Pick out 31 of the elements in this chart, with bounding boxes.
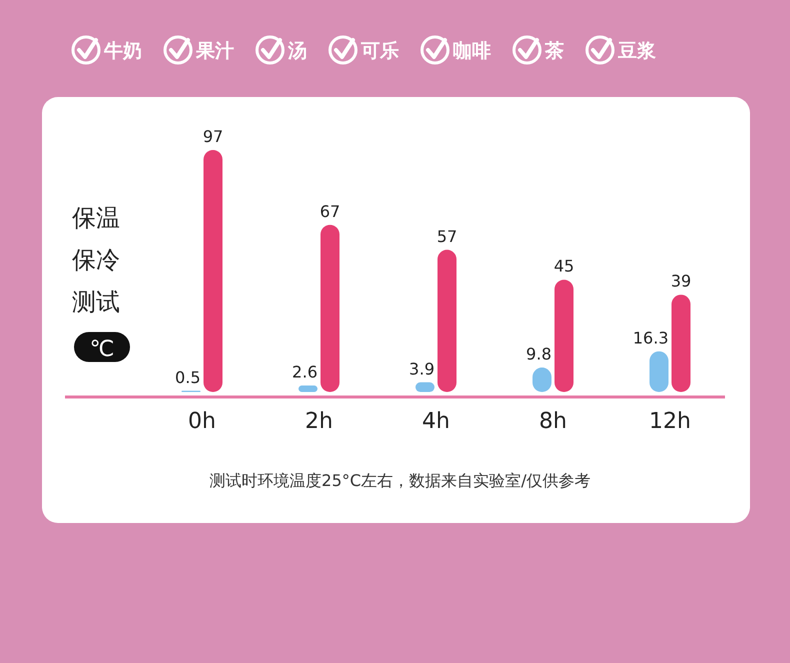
x-tick-label: 2h bbox=[305, 409, 333, 434]
text: 豆浆 bbox=[617, 40, 656, 62]
bar bbox=[672, 294, 690, 392]
y-axis-title: 保温保冷测试℃ bbox=[72, 204, 120, 362]
text: 汤 bbox=[287, 40, 307, 62]
text: 牛奶 bbox=[103, 40, 142, 62]
data-label: 45 bbox=[554, 256, 574, 276]
data-label: 97 bbox=[202, 127, 224, 146]
bar bbox=[650, 351, 668, 392]
x-tick-label: 4h bbox=[422, 409, 450, 434]
data-label: 16.3 bbox=[632, 328, 668, 348]
text: 茶 bbox=[544, 40, 564, 62]
bar bbox=[438, 250, 456, 392]
x-tick-label: 0h bbox=[188, 409, 216, 434]
bar bbox=[204, 150, 222, 392]
x-tick-label: 12h bbox=[649, 409, 691, 434]
bar bbox=[320, 224, 340, 392]
data-label: 9.8 bbox=[526, 344, 552, 364]
bar bbox=[554, 280, 574, 392]
data-label: 57 bbox=[436, 226, 458, 246]
x-tick-label: 8h bbox=[539, 409, 567, 434]
data-label: 3.9 bbox=[409, 359, 434, 378]
text: 测试时环境温度25°C左右，数据来自实验室/仅供参考 bbox=[210, 471, 590, 490]
text: 果汁 bbox=[195, 40, 234, 62]
data-label: 0.5 bbox=[175, 368, 200, 387]
data-label: 39 bbox=[670, 272, 692, 291]
text: 咖啡 bbox=[453, 40, 491, 62]
data-label: 67 bbox=[320, 202, 340, 221]
bar bbox=[298, 386, 318, 392]
text: 可乐 bbox=[360, 40, 399, 62]
data-label: 2.6 bbox=[292, 362, 318, 382]
